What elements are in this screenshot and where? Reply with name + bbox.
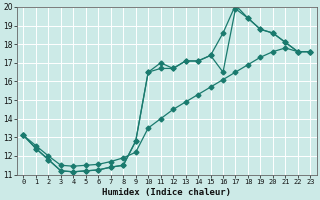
X-axis label: Humidex (Indice chaleur): Humidex (Indice chaleur) [102, 188, 231, 197]
